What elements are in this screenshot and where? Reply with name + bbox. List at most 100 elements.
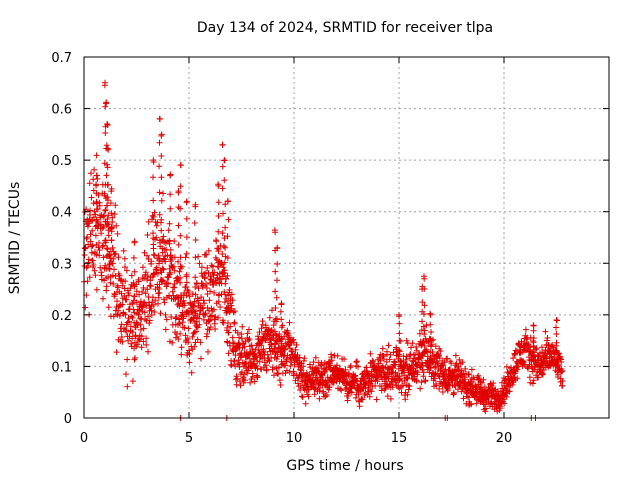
data-point — [103, 100, 109, 107]
data-point — [212, 313, 219, 320]
data-point — [108, 210, 115, 217]
data-point — [427, 342, 434, 349]
data-point — [387, 395, 394, 402]
data-point — [88, 170, 94, 177]
data-point — [216, 275, 223, 282]
data-point — [81, 252, 88, 258]
data-point — [418, 379, 425, 386]
data-point — [224, 255, 231, 261]
data-point — [277, 382, 284, 388]
data-point — [413, 378, 420, 385]
data-point — [403, 353, 410, 360]
y-tick-label: 0.2 — [51, 309, 72, 324]
data-point — [480, 376, 487, 383]
data-point — [293, 341, 300, 348]
data-point — [112, 250, 119, 257]
data-point — [241, 371, 248, 378]
data-point — [224, 324, 231, 331]
data-point — [246, 326, 252, 333]
data-point — [272, 268, 279, 275]
data-point — [490, 380, 497, 387]
data-point — [409, 365, 416, 371]
data-point — [135, 278, 142, 285]
data-point — [121, 293, 128, 299]
data-point — [559, 378, 566, 384]
data-point — [168, 258, 174, 265]
data-point — [225, 320, 231, 326]
data-point — [100, 223, 107, 230]
data-point — [378, 383, 385, 390]
data-point — [256, 329, 263, 336]
y-tick-label: 0.7 — [51, 51, 72, 66]
data-point — [100, 254, 107, 261]
data-point — [108, 237, 115, 244]
data-point — [104, 161, 110, 168]
data-point — [254, 373, 261, 380]
data-point — [396, 353, 402, 360]
data-point — [418, 327, 425, 334]
data-point — [140, 284, 147, 291]
data-point — [215, 199, 222, 206]
data-point — [183, 309, 190, 316]
data-point — [272, 305, 279, 311]
data-point — [178, 344, 185, 351]
data-point — [252, 353, 258, 360]
data-point — [425, 339, 432, 346]
x-axis-title: GPS time / hours — [286, 458, 403, 474]
data-point — [82, 304, 89, 311]
data-point — [192, 237, 199, 243]
data-point — [131, 309, 138, 316]
data-point — [137, 321, 144, 328]
data-point — [271, 372, 277, 379]
data-point — [151, 309, 158, 315]
data-point — [107, 279, 114, 286]
data-point — [141, 249, 148, 256]
data-point — [240, 379, 247, 386]
data-point — [225, 329, 232, 336]
data-point — [421, 342, 428, 349]
data-point — [354, 358, 360, 365]
data-point — [215, 298, 222, 305]
data-point — [336, 365, 343, 372]
data-point — [553, 339, 560, 346]
data-point — [211, 269, 218, 276]
data-point — [156, 115, 163, 122]
data-point — [264, 351, 271, 358]
data-point — [312, 354, 319, 361]
data-point — [122, 278, 129, 285]
data-point — [205, 348, 211, 355]
data-point — [89, 242, 96, 249]
data-point — [459, 359, 466, 366]
data-point — [387, 351, 394, 358]
data-point — [138, 344, 145, 351]
data-point — [300, 363, 307, 370]
data-point — [192, 203, 199, 210]
data-point — [129, 329, 136, 336]
data-point — [158, 153, 165, 159]
data-point — [128, 313, 135, 320]
data-point — [192, 310, 198, 317]
data-point — [236, 334, 242, 341]
data-point — [298, 393, 305, 400]
data-point — [138, 333, 145, 340]
data-point — [105, 181, 112, 188]
x-tick-label: 15 — [391, 431, 408, 446]
data-point — [296, 354, 303, 361]
data-point — [87, 207, 94, 214]
data-point — [185, 339, 192, 346]
y-tick-label: 0.3 — [51, 257, 72, 272]
data-point — [207, 324, 214, 331]
data-point — [177, 298, 184, 305]
data-point — [217, 242, 224, 249]
data-point — [379, 345, 386, 352]
data-point — [114, 230, 121, 237]
data-point — [145, 218, 152, 225]
data-point — [274, 277, 280, 284]
x-tick-label: 10 — [286, 431, 303, 446]
data-point — [167, 191, 174, 198]
data-point — [258, 342, 265, 349]
data-point — [221, 289, 228, 295]
data-point — [177, 330, 184, 337]
data-point — [122, 264, 128, 271]
data-point — [210, 306, 217, 313]
